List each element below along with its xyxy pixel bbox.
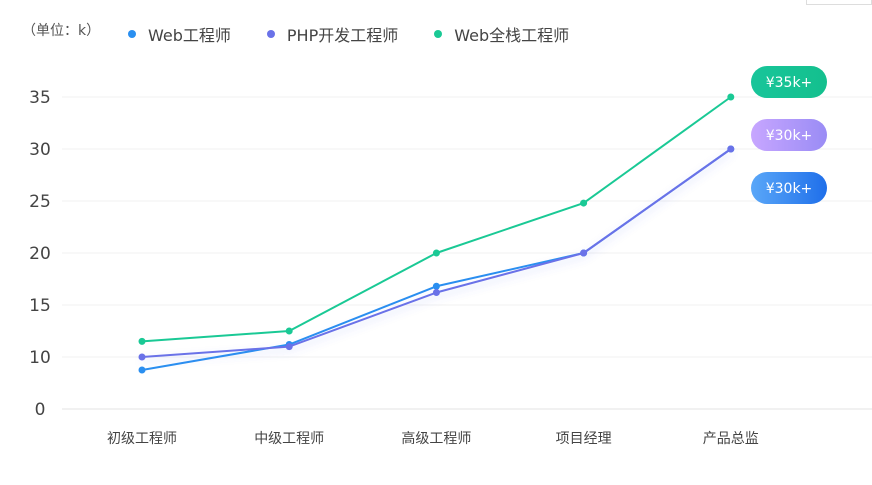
data-point [285,327,293,335]
chart-legend: Web工程师 PHP开发工程师 Web全栈工程师 [128,22,605,46]
y-axis-ticks: 0 10 15 20 25 30 35 [29,88,51,420]
x-tick-label: 项目经理 [556,431,612,447]
legend-label-php: PHP开发工程师 [286,26,399,45]
x-tick-label: 初级工程师 [107,430,177,447]
data-point [727,145,735,153]
data-point [580,249,588,257]
data-point [727,93,735,101]
legend-dot-fullstack [434,30,443,38]
y-tick-label: 30 [29,140,51,160]
data-point [285,343,293,351]
y-tick-label: 15 [29,296,51,316]
data-point [432,249,440,257]
data-point [432,289,440,297]
legend-item-web[interactable]: Web工程师 [128,22,231,46]
salary-badge-label: ¥35k+ [766,75,813,91]
salary-badge [751,66,827,98]
y-tick-label: 0 [35,400,46,420]
data-point [580,199,588,207]
data-point [138,366,146,374]
data-point [432,282,440,290]
series-line-0 [141,148,732,371]
legend-dot-php [266,30,275,38]
salary-badge [751,172,827,204]
unit-label: （单位：k） [22,23,101,39]
badge-layer: ¥35k+ ¥30k+ ¥30k+ [751,66,827,204]
x-tick-label: 产品总监 [703,431,759,447]
legend-label-web: Web工程师 [148,26,231,45]
y-tick-label: 10 [29,348,51,368]
data-point [138,353,146,361]
grid-layer [62,96,872,410]
salary-badge-label: ¥30k+ [766,181,813,197]
salary-badge [751,119,827,151]
legend-label-fullstack: Web全栈工程师 [454,26,570,45]
x-axis-ticks: 初级工程师 中级工程师 高级工程师 项目经理 产品总监 [107,430,759,447]
x-tick-label: 中级工程师 [254,431,324,447]
legend-item-fullstack[interactable]: Web全栈工程师 [434,22,569,46]
salary-badge-label: ¥30k+ [766,128,813,144]
legend-item-php[interactable]: PHP开发工程师 [266,22,399,46]
data-point [138,337,146,345]
y-tick-label: 20 [29,244,51,264]
y-tick-label: 25 [29,192,51,212]
x-tick-label: 高级工程师 [401,430,471,447]
y-tick-label: 35 [29,88,51,108]
legend-dot-web [128,30,136,38]
series-layer [138,93,735,374]
